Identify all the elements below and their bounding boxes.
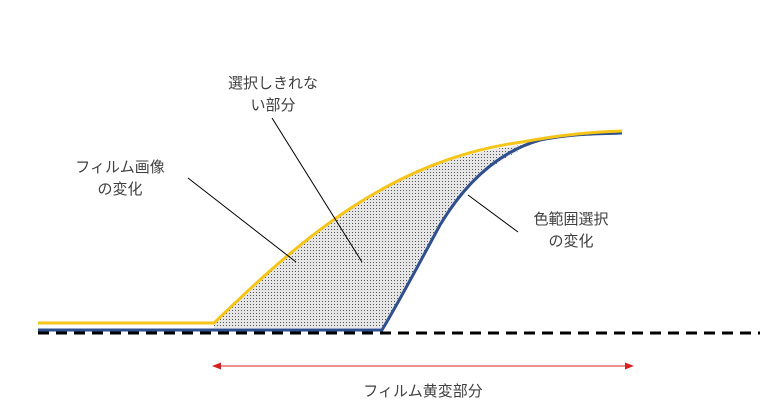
- label-color-range-line1: 色範囲選択: [533, 210, 609, 228]
- label-color-range-line2: の変化: [548, 232, 594, 250]
- label-unselected-line1: 選択しきれな: [227, 74, 318, 92]
- leader-film-change: [187, 177, 297, 263]
- unselected-region: [214, 145, 522, 328]
- label-film-change-line2: の変化: [97, 180, 143, 198]
- leader-unselected: [271, 117, 363, 263]
- label-unselected-line2: い部分: [250, 96, 296, 114]
- label-unselected: 選択しきれな い部分: [213, 72, 333, 116]
- label-film-yellowing: フィルム黄変部分: [363, 382, 483, 400]
- label-film-change: フィルム画像 の変化: [60, 156, 180, 200]
- film-curve: [38, 129, 623, 325]
- label-film-change-line1: フィルム画像: [75, 158, 165, 176]
- leader-color-range: [467, 194, 519, 233]
- label-color-range-change: 色範囲選択 の変化: [516, 208, 626, 252]
- arrowhead-left: [212, 362, 221, 370]
- arrowhead-right: [625, 362, 634, 370]
